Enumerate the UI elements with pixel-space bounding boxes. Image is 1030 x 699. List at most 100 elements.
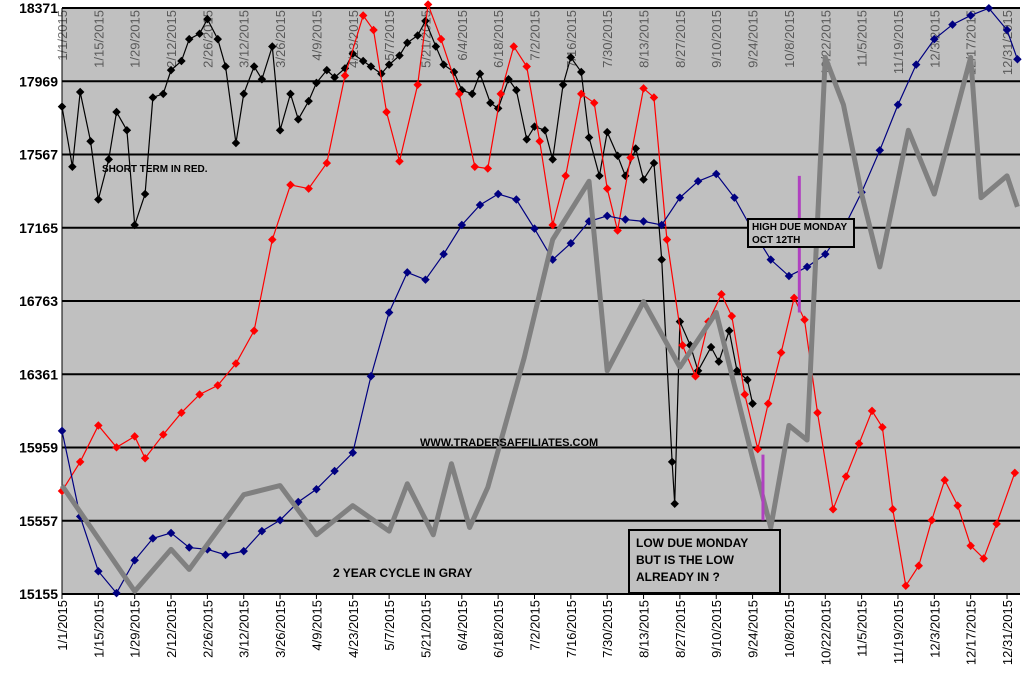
series-point	[867, 406, 877, 416]
series-point	[140, 454, 150, 463]
series-point	[740, 390, 750, 399]
series-point	[239, 89, 248, 99]
series-point	[436, 34, 446, 44]
series-point	[221, 62, 230, 71]
series-point	[382, 107, 391, 117]
x-tick-label: 7/2/2015	[528, 600, 543, 651]
x-tick-label: 8/13/2015	[637, 600, 652, 658]
series-point	[257, 75, 267, 84]
series-point	[841, 472, 851, 481]
top-date-label: 8/13/2015	[637, 10, 652, 68]
series-point	[483, 164, 493, 173]
x-tick-label: 5/21/2015	[418, 600, 433, 658]
series-point	[470, 162, 480, 171]
series-point	[940, 475, 949, 485]
series-point	[94, 421, 103, 430]
series-point	[457, 220, 467, 230]
top-date-label: 6/18/2015	[491, 10, 506, 68]
series-point	[94, 195, 103, 204]
series-point	[57, 426, 67, 436]
website-annotation: WWW.TRADERSAFFILIATES.COM	[420, 437, 599, 449]
series-line	[61, 4, 1016, 588]
x-tick-label: 10/8/2015	[782, 600, 797, 658]
series-point	[766, 255, 776, 264]
series-point	[122, 126, 132, 135]
x-tick-label: 4/9/2015	[309, 600, 324, 651]
x-tick-label: 12/3/2015	[927, 600, 942, 658]
x-tick-label: 11/19/2015	[891, 600, 906, 664]
series-point	[330, 466, 339, 476]
low-due-line-1: LOW DUE MONDAY	[636, 536, 749, 550]
series-point	[322, 65, 332, 75]
top-date-label: 4/9/2015	[309, 10, 324, 61]
series-point	[724, 326, 734, 335]
series-point	[286, 89, 295, 99]
series-point	[395, 51, 404, 60]
series-point	[475, 69, 485, 79]
top-date-label: 8/27/2015	[673, 10, 688, 68]
series-point	[789, 293, 799, 303]
series-point	[75, 457, 85, 467]
series-point	[486, 98, 495, 108]
series-point	[403, 268, 412, 277]
y-tick-label: 16361	[19, 366, 58, 382]
top-date-label: 10/8/2015	[782, 10, 797, 68]
series-point	[748, 399, 757, 408]
series-point	[268, 235, 277, 244]
series-point	[130, 432, 139, 441]
series-point	[377, 69, 386, 79]
series-point	[140, 189, 150, 199]
series-point	[275, 126, 285, 135]
y-axis-ticks: 18371 17969 17567 17165 16763 16361 15959 15557…	[19, 0, 58, 602]
top-date-label: 11/5/2015	[855, 10, 870, 67]
series-point	[413, 80, 422, 89]
short-term-annotation: SHORT TERM IN RED.	[102, 164, 208, 175]
series-point	[358, 56, 368, 66]
x-tick-label: 6/18/2015	[491, 600, 506, 658]
series-point	[475, 200, 485, 210]
series-point	[322, 158, 332, 168]
y-tick-label: 15155	[19, 586, 58, 602]
series-point	[800, 315, 809, 325]
top-faded-date-labels: 1/1/2015 1/15/2015 1/29/2015 2/12/2015 2/26/…	[55, 10, 1015, 75]
series-point	[714, 357, 724, 366]
series-point	[257, 526, 267, 536]
top-date-label: 7/2/2015	[528, 10, 543, 61]
series-point	[953, 501, 962, 510]
series-point	[504, 75, 513, 84]
y-tick-label: 17969	[19, 73, 58, 89]
series-point	[691, 372, 700, 381]
top-date-label: 7/16/2015	[564, 10, 579, 68]
top-date-label: 3/26/2015	[273, 10, 288, 68]
series-point	[431, 42, 441, 51]
top-date-label: 4/23/2015	[346, 10, 361, 68]
top-date-label: 9/24/2015	[746, 10, 761, 68]
series-point	[304, 96, 313, 106]
series-point	[395, 156, 404, 166]
series-point	[366, 372, 376, 381]
series-point	[330, 73, 339, 82]
series-point	[304, 184, 313, 193]
series-point	[384, 308, 394, 317]
series-point	[753, 444, 763, 454]
series-point	[828, 505, 838, 514]
top-date-label: 12/31/2015	[1000, 10, 1015, 75]
series-point	[130, 220, 139, 230]
top-date-label: 11/19/2015	[891, 10, 906, 74]
top-date-label: 1/15/2015	[91, 10, 106, 68]
low-due-box: LOW DUE MONDAY BUT IS THE LOW ALREADY IN…	[628, 529, 781, 594]
x-tick-label: 4/23/2015	[346, 600, 361, 658]
y-tick-label: 16763	[19, 293, 58, 309]
series-point	[148, 93, 158, 102]
x-tick-label: 3/12/2015	[237, 600, 252, 658]
series-point	[75, 87, 85, 97]
series-point	[268, 42, 277, 51]
series-point	[706, 342, 716, 352]
series-point	[423, 0, 433, 9]
low-due-line-2: BUT IS THE LOW	[636, 553, 734, 567]
series-point	[813, 408, 822, 417]
series-point	[195, 390, 204, 399]
series-point	[454, 89, 464, 99]
series-point	[496, 89, 506, 99]
series-point	[878, 423, 887, 432]
